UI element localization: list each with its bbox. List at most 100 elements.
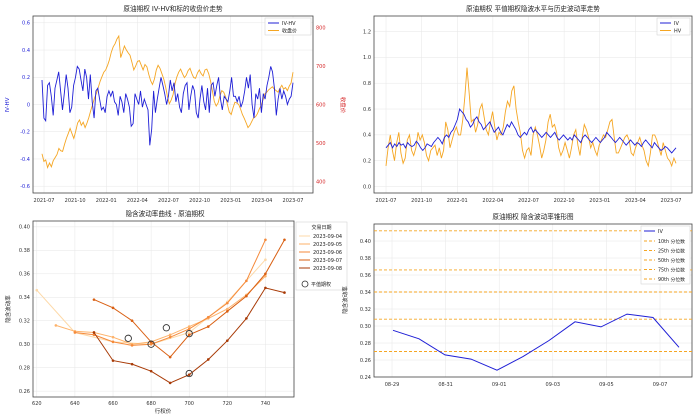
p3-series-point [130,319,134,323]
p3-series-point [264,238,267,242]
p4-legend: IV 10th 分位数 25th 分位数 50th 分位数 75th 分位数 90th … [640,225,691,285]
p3-series-point [264,286,267,290]
p2-legend: IV HV [656,17,691,36]
p3-series-point [226,307,229,311]
p1-xtick-label: 2023-07 [283,198,304,204]
p3-atm-marker [147,340,155,348]
p3-series-point [206,325,210,328]
p1-yticks: -0.6 -0.4 -0.2 0 0.2 0.4 0.6 [20,21,30,190]
p4-xtick-label: 09-05 [599,382,614,388]
p3-ytick-label: 0.28 [19,365,30,371]
p1-series-iv-hv-line [41,65,294,146]
p1-xticks: 2021-07 2021-10 2022-01 2022-04 2022-07 2022-… [34,198,304,204]
p3-legend-title: 交易日期 [311,224,331,231]
p3-series-point [92,298,96,301]
p3-series-point [187,331,191,334]
p4-ylabel: 隐含波动率 [341,286,349,314]
p3-series-point [111,359,115,362]
p3-series-point [187,333,191,337]
p1-y2tick-label: 400 [316,179,326,185]
p3-legend-box [295,221,348,291]
p3-series-point [245,279,248,283]
p3-series-point [168,333,172,337]
p3-series-point [111,335,115,339]
p2-ytick-label: 0.0 [363,184,371,190]
p3-series-point [149,342,153,346]
p3-ytick-label: 0.38 [19,248,30,254]
p3-series-point [187,325,191,328]
p4-legend-box [640,225,691,285]
p3-series-group [35,238,286,385]
p3-ytick-label: 0.32 [19,319,30,325]
p4-ytick-label: 0.36 [360,273,371,279]
p2-yticks: 0.0 0.2 0.4 0.6 0.8 1.0 1.2 [363,29,371,190]
p1-title: 原油期权 IV-HV和标的收盘价走势 [123,4,223,13]
p3-xtick-label: 720 [223,401,233,407]
p1-legend-iv-hv: IV-HV [282,21,296,27]
p3-yticks: 0.26 0.28 0.30 0.32 0.34 0.36 0.38 0.40 [19,225,30,395]
p3-xtick-label: 620 [32,401,42,407]
p2-ytick-label: 1.0 [363,55,371,61]
p1-xtick-label: 2022-10 [189,198,210,204]
p3-series-line-2023-09-05 [55,275,266,345]
p2-xtick-label: 2023-01 [589,198,610,204]
p3-legend: 交易日期 2023-09-042023-09-052023-09-062023-… [295,221,348,291]
p4-legend-item: 25th 分位数 [658,247,685,254]
p3-legend-item: 2023-09-05 [313,242,342,248]
p2-ytick-label: 0.6 [363,107,371,113]
p3-atm-marker [124,334,132,342]
p3-grid [33,221,294,397]
p2-title: 原油期权 平值期权隐波水平与历史波动率走势 [466,4,600,13]
p4-legend-items: 10th 分位数 25th 分位数 50th 分位数 75th 分位数 90th 分位数 [644,238,685,283]
p3-xtick-label: 740 [261,401,271,407]
p4-ytick-label: 0.40 [360,239,371,245]
p1-xtick-label: 2022-07 [158,198,179,204]
p3-atm-marker [162,324,171,332]
p2-ytick-label: 0.4 [363,133,371,139]
p3-series-point [206,315,210,319]
p3-series-point [283,291,286,294]
p3-atm-markers [124,324,193,378]
p4-xticks: 08-29 08-31 09-01 09-03 09-05 09-07 [385,382,668,388]
p1-ylabel: IV-HV [5,97,11,112]
p3-legend-atm: 平值期权 [311,281,331,288]
p3-legend-item: 2023-09-06 [313,250,342,256]
p3-ytick-label: 0.30 [19,342,30,348]
p4-xtick-label: 08-29 [385,382,400,388]
p2-ytick-label: 1.2 [363,29,371,35]
p1-series-close-line [41,34,294,170]
p1-y2label: 收盘价 [339,97,347,114]
p1-ytick-label: -0.4 [20,157,30,163]
p3-ytick-label: 0.34 [19,295,30,301]
p4-xtick-label: 09-07 [653,382,668,388]
p1-legend: IV-HV 收盘价 [264,17,312,36]
p4-ytick-label: 0.24 [360,375,371,381]
p3-series-point [130,344,134,347]
p3-legend-item: 2023-09-07 [313,258,342,264]
p3-series-point [54,324,58,327]
p4-legend-iv: IV [658,229,663,235]
p3-ytick-label: 0.40 [19,225,30,231]
p4-series-iv-line [392,313,680,371]
p3-atm-marker [185,329,193,338]
p3-series-point [206,358,210,361]
p1-xtick-label: 2023-01 [220,198,241,204]
p3-series-point [226,339,229,342]
p3-series-point [226,310,229,313]
p1-y2tick-label: 500 [316,141,326,147]
p3-legend-items: 2023-09-04 2023-09-05 2023-09-06 2023-09-07… [299,234,342,272]
p3-xlabel: 行权价 [155,407,172,415]
p3-ytick-label: 0.26 [19,389,30,395]
p1-ytick-label: 0.4 [22,48,30,54]
p1-y2tick-label: 600 [316,102,326,108]
p1-ytick-label: 0.2 [22,75,30,81]
p2-xtick-label: 2023-07 [661,198,682,204]
p4-ytick-label: 0.28 [360,341,371,347]
p1-xtick-label: 2023-04 [251,198,272,204]
p3-series-point [226,301,229,305]
p4-ytick-label: 0.30 [360,324,371,330]
p3-series-point [111,306,115,310]
p2-frame [373,15,693,194]
